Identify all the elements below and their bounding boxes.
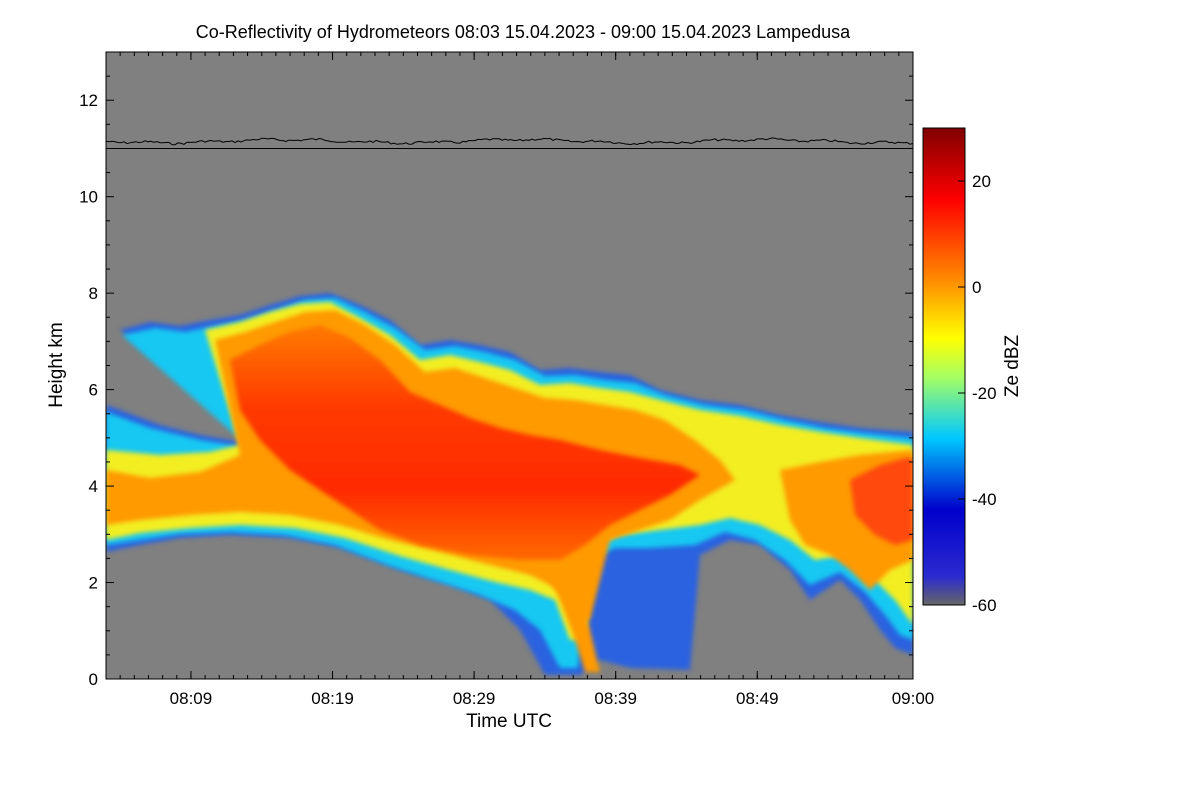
colorbar-tick-label: 0 bbox=[972, 278, 981, 297]
colorbar-tick-label: -20 bbox=[972, 384, 997, 403]
y-tick-label: 6 bbox=[89, 381, 98, 400]
x-tick-label: 08:19 bbox=[311, 689, 354, 708]
y-axis-label: Height km bbox=[46, 322, 67, 408]
y-tick-label: 10 bbox=[79, 188, 98, 207]
y-tick-label: 4 bbox=[89, 477, 98, 496]
echo-core-right bbox=[850, 458, 913, 545]
fall-streaks bbox=[525, 565, 600, 672]
x-tick-label: 09:00 bbox=[892, 689, 935, 708]
colorbar-tick-label: -40 bbox=[972, 490, 997, 509]
chart-title: Co-Reflectivity of Hydrometeors 08:03 15… bbox=[196, 22, 851, 42]
x-tick-label: 08:09 bbox=[170, 689, 213, 708]
echo-core bbox=[230, 325, 700, 560]
x-axis: 08:09 08:19 08:29 08:39 08:49 09:00 bbox=[105, 52, 935, 708]
colorbar-tick-label: -60 bbox=[972, 596, 997, 615]
colorbar-label: Ze dBZ bbox=[1002, 334, 1023, 397]
upper-lines bbox=[105, 137, 914, 149]
y-tick-label: 8 bbox=[89, 284, 98, 303]
echo-layer bbox=[106, 293, 913, 675]
y-tick-label: 12 bbox=[79, 91, 98, 110]
y-tick-label: 0 bbox=[89, 670, 98, 689]
x-tick-label: 08:49 bbox=[736, 689, 779, 708]
colorbar-gradient bbox=[922, 127, 966, 606]
x-tick-label: 08:29 bbox=[453, 689, 496, 708]
x-axis-label: Time UTC bbox=[466, 711, 552, 732]
colorbar: 20 0 -20 -40 -60 Ze dBZ bbox=[922, 127, 1023, 615]
x-tick-label: 08:39 bbox=[594, 689, 637, 708]
y-tick-label: 2 bbox=[89, 574, 98, 593]
colorbar-tick-label: 20 bbox=[972, 172, 991, 191]
colorbar-ticks: 20 0 -20 -40 -60 bbox=[958, 172, 997, 615]
y-axis: 0 2 4 6 8 10 12 bbox=[79, 51, 913, 689]
trace-line bbox=[105, 137, 914, 146]
